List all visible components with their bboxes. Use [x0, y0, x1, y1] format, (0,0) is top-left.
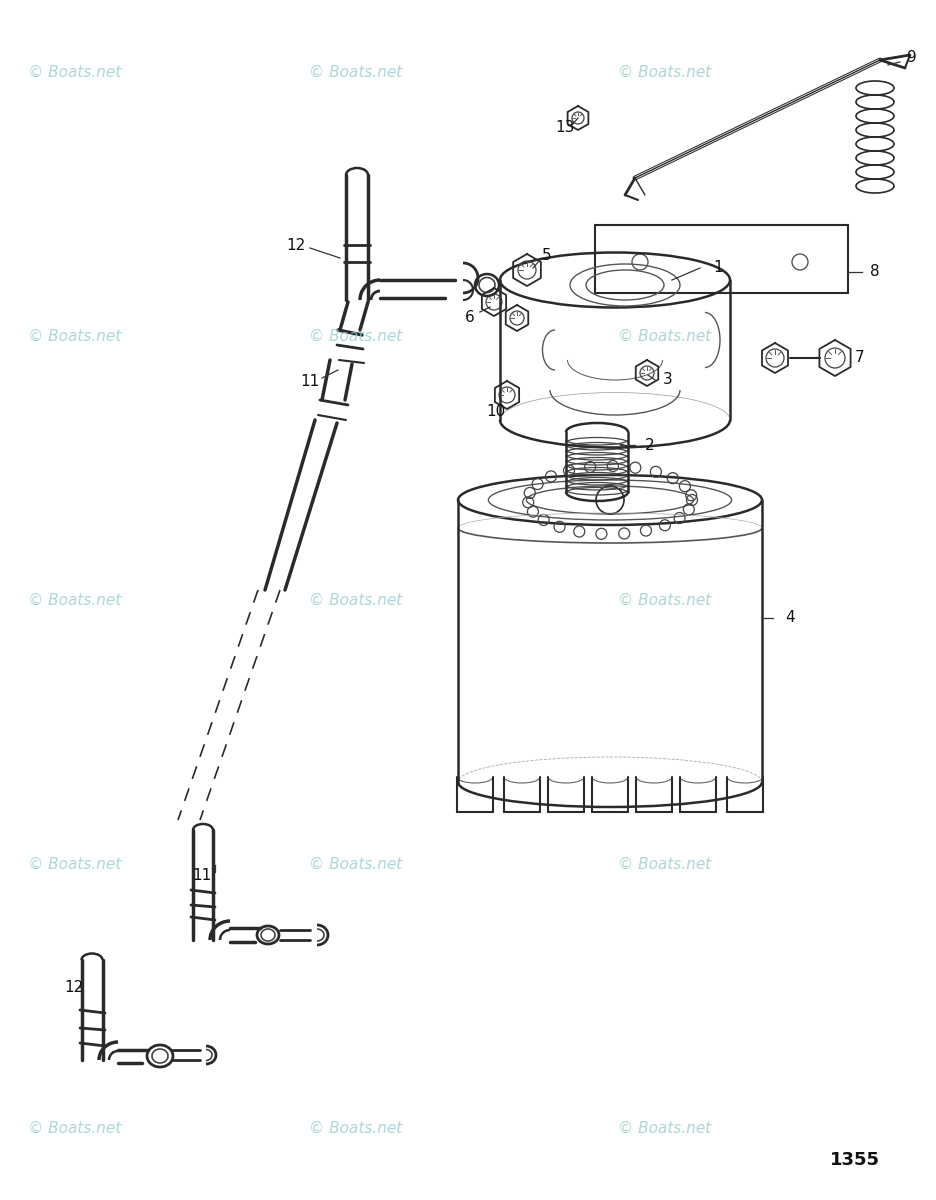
Text: 13: 13	[555, 120, 575, 136]
Text: 1: 1	[713, 260, 723, 276]
Text: © Boats.net: © Boats.net	[28, 857, 122, 871]
Text: © Boats.net: © Boats.net	[309, 329, 402, 343]
Text: © Boats.net: © Boats.net	[28, 593, 122, 607]
Text: © Boats.net: © Boats.net	[28, 65, 122, 79]
Text: 5: 5	[542, 248, 552, 264]
Text: © Boats.net: © Boats.net	[618, 857, 711, 871]
Text: 7: 7	[856, 350, 865, 366]
Text: © Boats.net: © Boats.net	[309, 65, 402, 79]
Text: © Boats.net: © Boats.net	[618, 1121, 711, 1135]
Text: 2: 2	[645, 438, 655, 452]
Text: 9: 9	[907, 50, 917, 66]
Text: © Boats.net: © Boats.net	[309, 593, 402, 607]
Text: 8: 8	[870, 264, 880, 280]
Text: © Boats.net: © Boats.net	[28, 329, 122, 343]
Text: © Boats.net: © Boats.net	[309, 1121, 402, 1135]
Text: 10: 10	[487, 404, 505, 420]
Text: © Boats.net: © Boats.net	[309, 857, 402, 871]
Text: 3: 3	[663, 372, 673, 388]
Text: 6: 6	[465, 311, 475, 325]
Text: 1355: 1355	[830, 1151, 880, 1169]
Text: 4: 4	[785, 611, 795, 625]
Bar	[595, 226, 848, 293]
Text: 11: 11	[300, 374, 319, 390]
Text: 12: 12	[286, 238, 306, 252]
Text: © Boats.net: © Boats.net	[28, 1121, 122, 1135]
Text: © Boats.net: © Boats.net	[618, 65, 711, 79]
Text: © Boats.net: © Boats.net	[618, 593, 711, 607]
Text: 12: 12	[65, 980, 83, 996]
Text: © Boats.net: © Boats.net	[618, 329, 711, 343]
Text: 11: 11	[193, 868, 212, 882]
